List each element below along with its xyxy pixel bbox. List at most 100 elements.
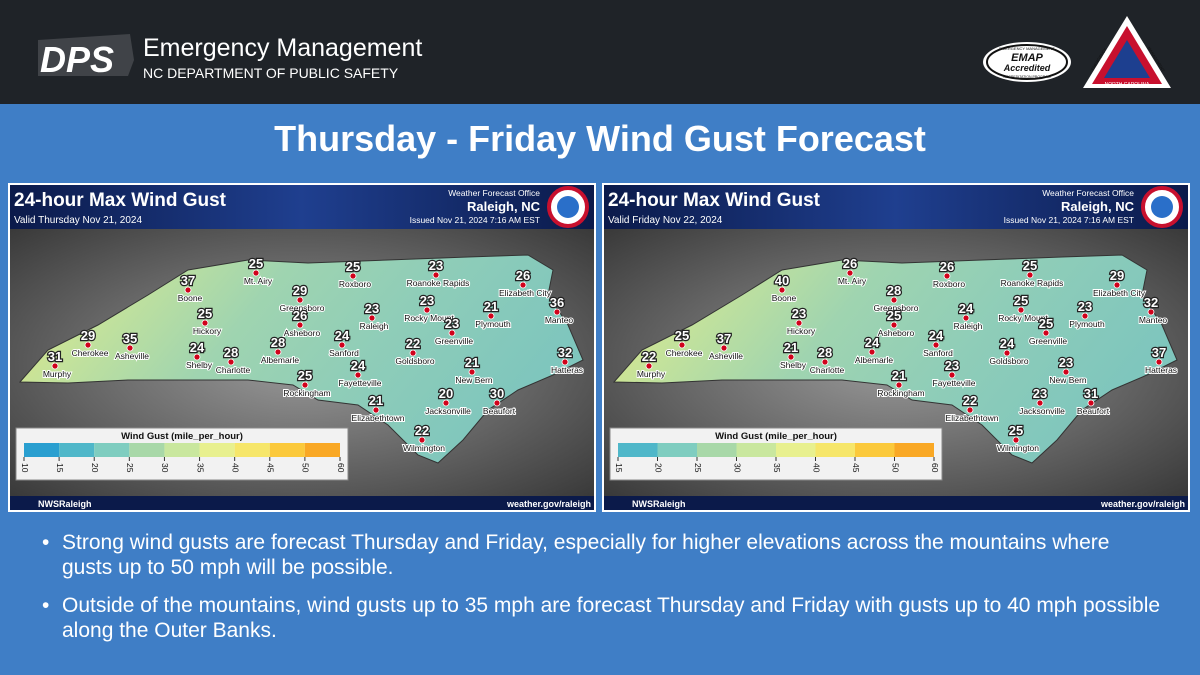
valid-date: Valid Thursday Nov 21, 2024 [14, 215, 142, 226]
city-value: 22 [963, 393, 977, 408]
city-dot [1003, 349, 1011, 357]
city-name: Goldsboro [989, 356, 1028, 366]
city-value: 26 [940, 259, 954, 274]
legend-tick-label: 30 [732, 463, 742, 473]
city-value: 36 [550, 295, 564, 310]
city-name: Murphy [43, 369, 72, 379]
city-name: Charlotte [810, 365, 845, 375]
logo-shape [38, 34, 134, 76]
legend-title: Wind Gust (mile_per_hour) [715, 431, 837, 442]
city-value: 25 [1014, 293, 1028, 308]
city-value: 32 [1144, 295, 1158, 310]
emap-bottom: ACCREDITATION PROGRAM [1003, 75, 1050, 79]
city-value: 29 [293, 283, 307, 298]
nws-logo-core [557, 196, 579, 218]
map-panel: 24-hour Max Wind Gust Valid Friday Nov 22… [602, 183, 1190, 512]
city-value: 23 [420, 293, 434, 308]
legend-swatch [234, 443, 270, 457]
city-value: 26 [843, 256, 857, 271]
city-dot [868, 348, 876, 356]
city-name: Asheville [115, 351, 149, 361]
city-name: Cherokee [72, 348, 109, 358]
city-dot [720, 344, 728, 352]
city-name: Rockingham [877, 388, 924, 398]
city-dot [787, 353, 795, 361]
legend-tick-label: 25 [125, 463, 135, 473]
city-value: 24 [865, 335, 880, 350]
legend-swatch [855, 443, 895, 457]
city-dot [468, 368, 476, 376]
city-value: 25 [249, 256, 263, 271]
city-name: Roanoke Rapids [1001, 278, 1064, 288]
city-dot [943, 272, 951, 280]
city-value: 22 [415, 423, 429, 438]
emap-badge [983, 42, 1071, 82]
city-dot [1087, 399, 1095, 407]
office-city: Raleigh, NC [1061, 199, 1135, 214]
city-dot [184, 286, 192, 294]
legend-swatch [657, 443, 697, 457]
city-dot [519, 281, 527, 289]
city-value: 28 [271, 335, 285, 350]
city-name: Greenville [435, 336, 474, 346]
bullet-text: Outside of the mountains, wind gusts up … [62, 594, 1161, 642]
city-value: 31 [1084, 386, 1098, 401]
legend-swatch [618, 443, 658, 457]
city-value: 37 [181, 273, 195, 288]
city-name: Elizabeth City [1093, 288, 1146, 298]
legend-tick-label: 60 [336, 463, 346, 473]
city-name: Hatteras [1145, 365, 1177, 375]
panel-footer [10, 496, 594, 510]
legend-swatch [24, 443, 60, 457]
ncem-core [1104, 40, 1150, 78]
map-panel: 24-hour Max Wind Gust Valid Thursday Nov … [8, 183, 596, 512]
city-dot [493, 399, 501, 407]
city-name: Beaufort [1077, 406, 1110, 416]
city-name: Greensboro [280, 303, 325, 313]
city-name: Asheville [709, 351, 743, 361]
ncem-bottom: NORTH CAROLINA [1105, 82, 1150, 88]
city-dot [1081, 312, 1089, 320]
legend-tick-label: 20 [90, 463, 100, 473]
city-name: Greenville [1029, 336, 1068, 346]
city-name: Manteo [1139, 315, 1168, 325]
city-value: 37 [1152, 345, 1166, 360]
city-name: Jacksonville [425, 406, 471, 416]
city-value: 24 [959, 301, 974, 316]
office-city: Raleigh, NC [467, 199, 541, 214]
city-dot [821, 358, 829, 366]
legend-swatch [736, 443, 776, 457]
city-dot [442, 399, 450, 407]
city-dot [1017, 306, 1025, 314]
legend-tick-label: 35 [772, 463, 782, 473]
city-dot [368, 314, 376, 322]
city-value: 28 [818, 345, 832, 360]
city-dot [349, 272, 357, 280]
city-dot [252, 269, 260, 277]
footer-handle: NWSRaleigh [38, 499, 92, 509]
city-value: 28 [887, 283, 901, 298]
panel-header [10, 185, 594, 229]
emap-main: EMAP [1011, 52, 1043, 64]
city-dot [890, 321, 898, 329]
city-name: New Bern [1049, 375, 1087, 385]
footer-url: weather.gov/raleigh [1100, 499, 1185, 509]
issued: Issued Nov 21, 2024 7:16 AM EST [1004, 215, 1134, 225]
city-dot [1042, 329, 1050, 337]
legend-tick-label: 30 [160, 463, 170, 473]
office: Weather Forecast Office [448, 188, 540, 198]
slide-title: Thursday - Friday Wind Gust Forecast [274, 118, 926, 159]
valid-date: Valid Friday Nov 22, 2024 [608, 215, 723, 226]
city-dot [274, 348, 282, 356]
city-dot [553, 308, 561, 316]
city-value: 25 [1039, 316, 1053, 331]
state-shape [612, 254, 1178, 464]
city-value: 24 [190, 340, 205, 355]
city-value: 23 [445, 316, 459, 331]
city-name: Elizabeth City [499, 288, 552, 298]
city-dot [1147, 308, 1155, 316]
city-value: 28 [224, 345, 238, 360]
footer-url: weather.gov/raleigh [506, 499, 591, 509]
city-value: 25 [887, 308, 901, 323]
